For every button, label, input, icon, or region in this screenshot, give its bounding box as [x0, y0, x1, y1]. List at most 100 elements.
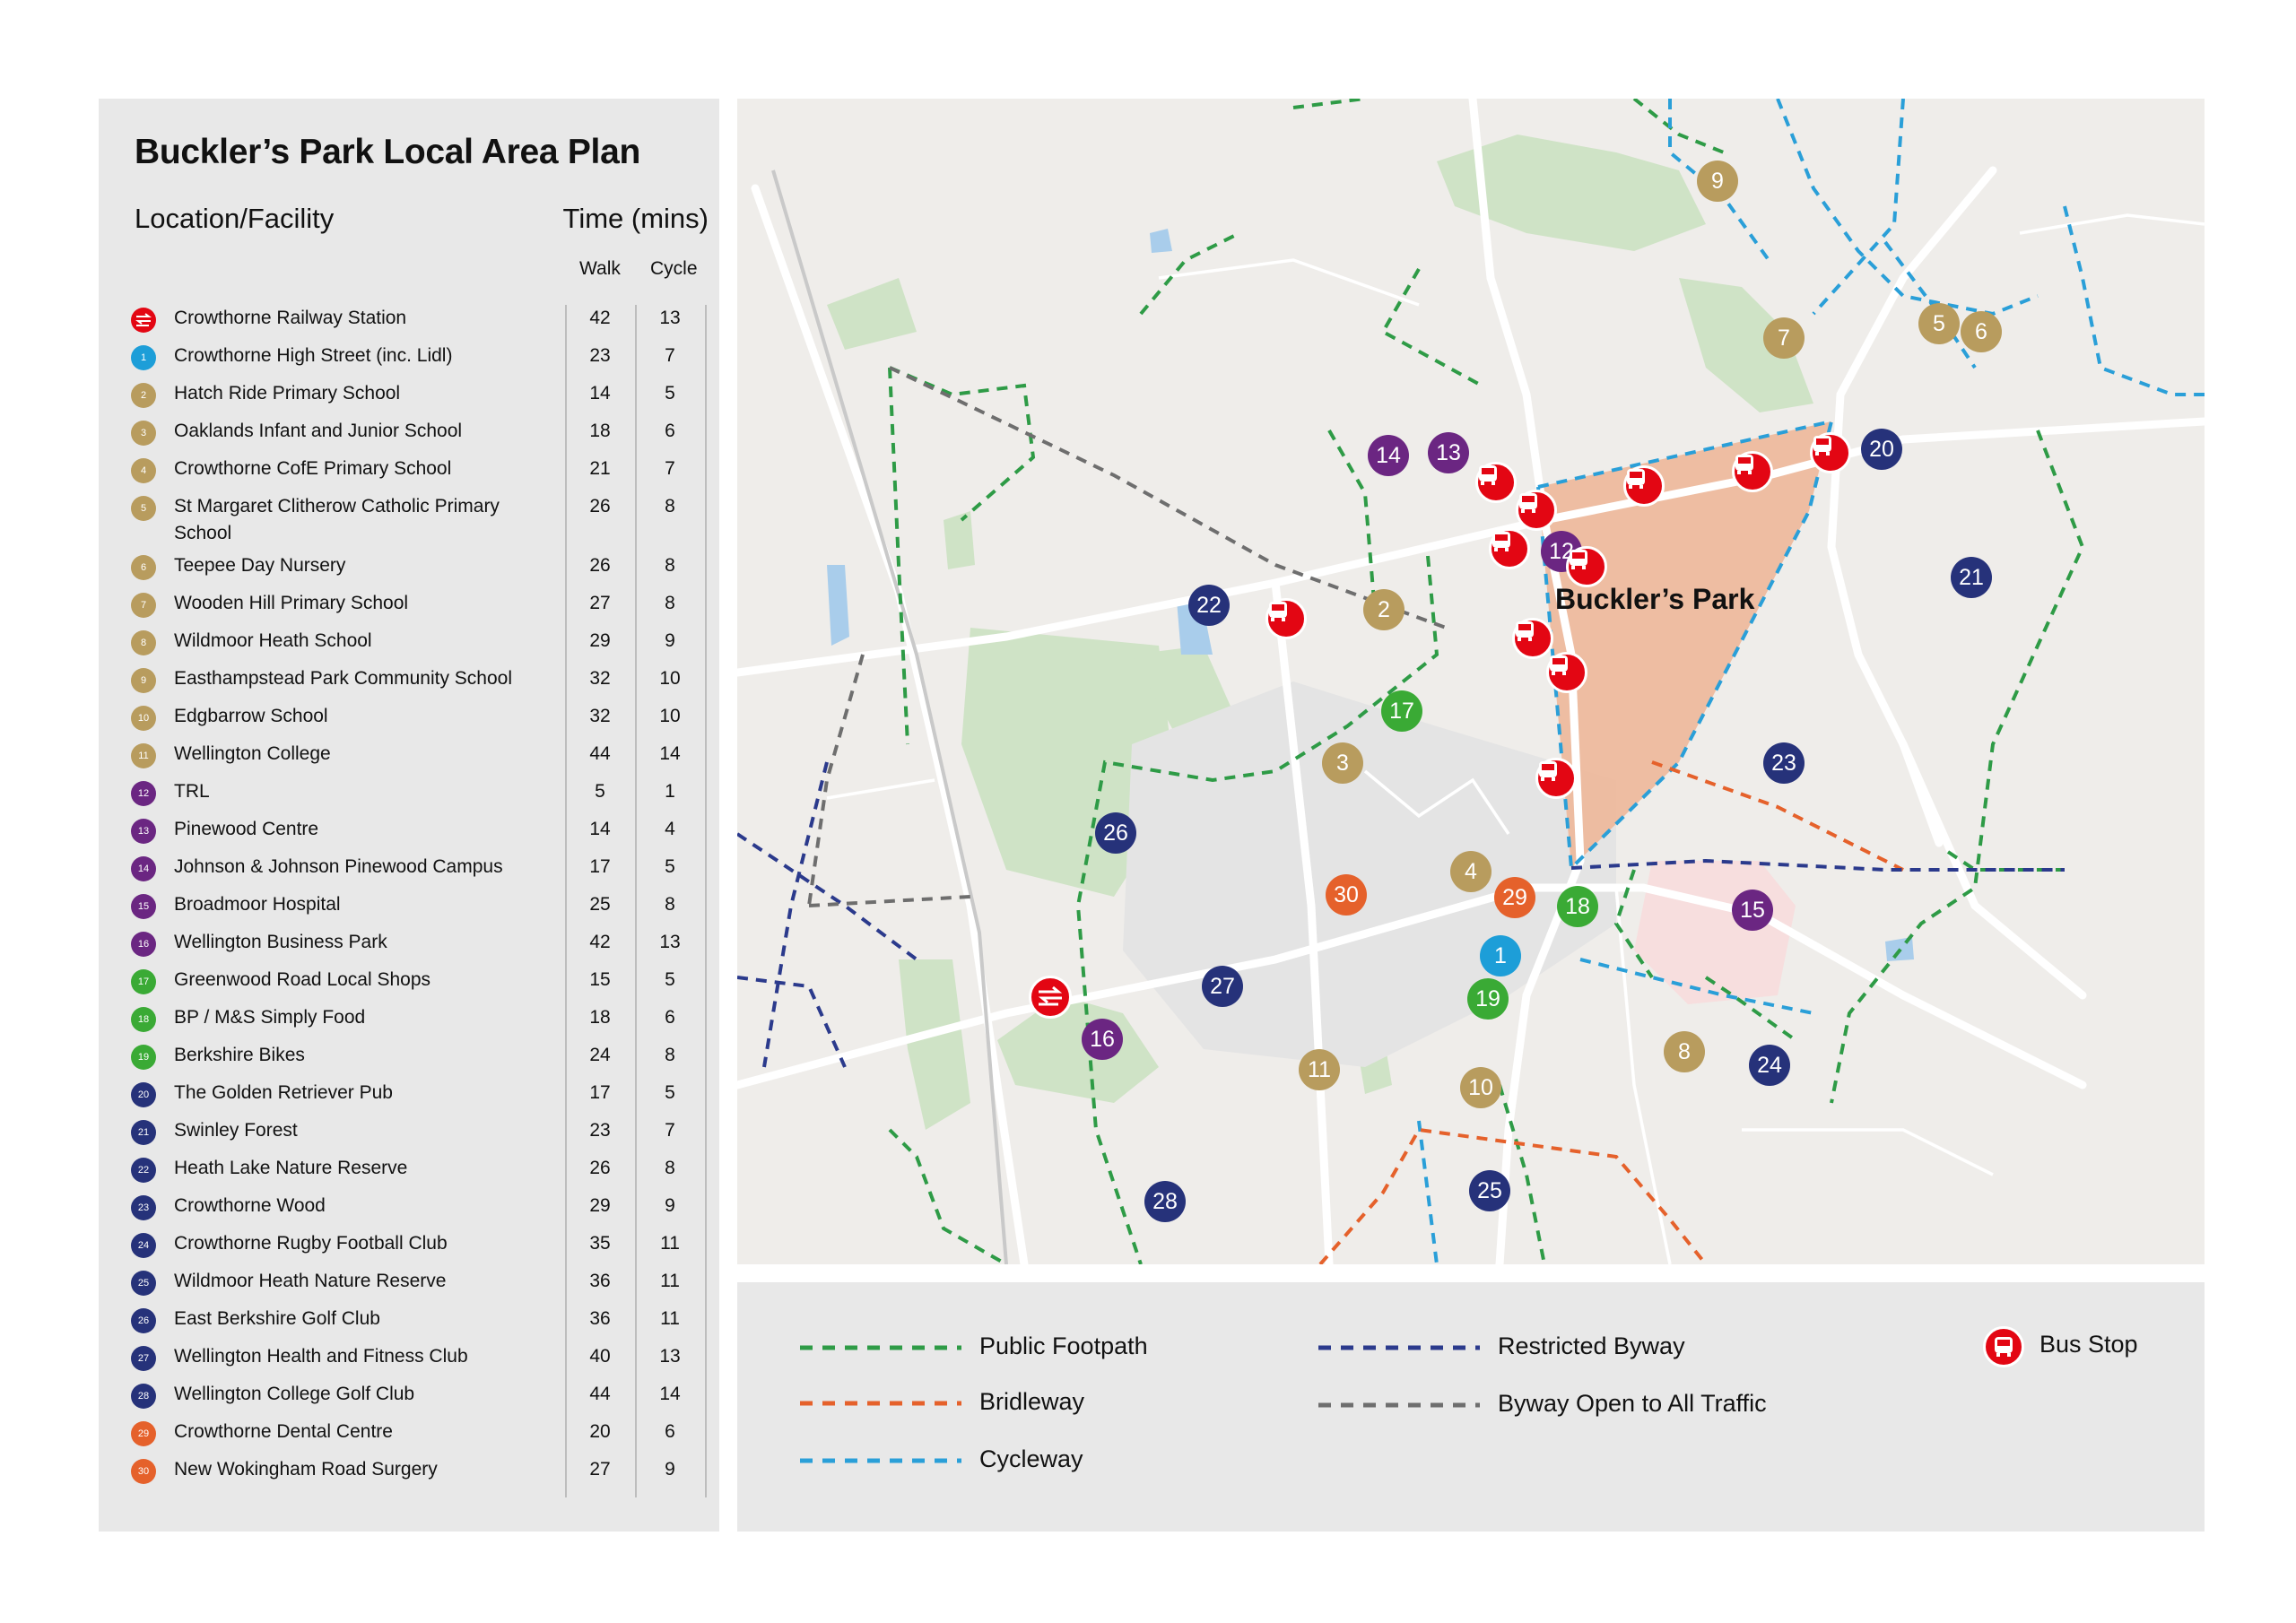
facility-marker[interactable]: 11	[1299, 1049, 1340, 1090]
facility-marker[interactable]: 3	[1322, 742, 1363, 784]
facility-badge: 1	[131, 345, 156, 370]
legend-cycleway-label: Cycleway	[979, 1445, 1083, 1472]
facility-badge: 13	[131, 819, 156, 844]
facility-marker[interactable]: 14	[1368, 435, 1409, 476]
walk-time: 20	[589, 1421, 611, 1442]
bus-icon[interactable]	[1265, 598, 1307, 639]
facility-name: Wellington Business Park	[174, 932, 387, 952]
facility-badge: 22	[131, 1158, 156, 1183]
cycle-time: 5	[665, 856, 675, 877]
facility-badge: 20	[131, 1082, 156, 1107]
facility-badge: 7	[131, 593, 156, 618]
bus-icon[interactable]	[1623, 465, 1665, 507]
green-area	[1437, 135, 1706, 251]
facility-marker[interactable]: 13	[1428, 432, 1469, 473]
walk-time: 32	[589, 668, 611, 689]
facility-badge: 30	[131, 1459, 156, 1484]
cycle-time: 7	[665, 1120, 675, 1141]
facility-panel: Buckler’s Park Local Area Plan Location/…	[99, 99, 719, 1532]
cycle-column-header: Cycle	[650, 258, 698, 279]
facility-marker[interactable]: 15	[1732, 890, 1773, 931]
facility-marker[interactable]: 24	[1749, 1045, 1790, 1086]
bus-icon[interactable]	[1732, 451, 1773, 492]
cycle-time: 13	[659, 932, 681, 952]
bus-icon[interactable]	[1810, 432, 1851, 473]
cycle-time: 8	[665, 1158, 675, 1178]
facility-marker[interactable]: 26	[1095, 812, 1136, 854]
facility-marker[interactable]: 25	[1469, 1170, 1510, 1211]
walk-time: 26	[589, 496, 611, 516]
facility-marker[interactable]: 6	[1961, 311, 2002, 352]
bridleway-routes	[1318, 760, 1904, 1264]
facility-name: New Wokingham Road Surgery	[174, 1459, 438, 1480]
facility-marker[interactable]: 7	[1763, 317, 1805, 359]
walk-time: 15	[589, 969, 611, 990]
legend-bridleway-label: Bridleway	[979, 1388, 1085, 1415]
facility-name: Edgbarrow School	[174, 706, 328, 726]
boat-line-icon	[1318, 1402, 1480, 1408]
bus-icon[interactable]	[1535, 758, 1577, 799]
facility-name: Oaklands Infant and Junior School	[174, 421, 463, 441]
green-area	[944, 511, 975, 569]
facility-marker[interactable]: 19	[1467, 978, 1509, 1020]
facility-marker[interactable]: 16	[1082, 1019, 1123, 1060]
facility-name: Hatch Ride Primary School	[174, 383, 401, 404]
bus-icon[interactable]	[1475, 462, 1517, 503]
bus-icon[interactable]	[1512, 618, 1553, 659]
green-area	[997, 995, 1159, 1103]
facility-name: Crowthorne High Street (inc. Lidl)	[174, 345, 453, 366]
facility-marker[interactable]: 21	[1951, 557, 1992, 598]
facility-marker[interactable]: 5	[1918, 303, 1960, 344]
facility-badge: 8	[131, 630, 156, 655]
facility-marker[interactable]: 28	[1144, 1181, 1186, 1222]
cycle-time: 10	[659, 706, 681, 726]
facility-marker[interactable]: 30	[1326, 874, 1367, 916]
cycle-time: 5	[665, 1082, 675, 1103]
walk-time: 36	[589, 1271, 611, 1291]
cycle-time: 5	[665, 969, 675, 990]
cycle-time: 8	[665, 593, 675, 613]
bus-icon	[1983, 1326, 2024, 1367]
facility-name: Heath Lake Nature Reserve	[174, 1158, 408, 1178]
walk-column-header: Walk	[579, 258, 621, 279]
bus-icon[interactable]	[1489, 528, 1530, 569]
walk-time: 35	[589, 1233, 611, 1254]
facility-badge: 14	[131, 856, 156, 881]
facility-marker[interactable]: 22	[1188, 585, 1230, 626]
facility-marker[interactable]: 20	[1861, 429, 1902, 470]
area-map[interactable]: Buckler’s Park 9 7 5 6 14 13 20 12 21 22 2 17 3 23 26 4…	[737, 99, 2205, 1264]
facility-badge: 2	[131, 383, 156, 408]
facility-marker[interactable]: 2	[1363, 589, 1405, 630]
cycle-time: 9	[665, 1195, 675, 1216]
facility-badge: 17	[131, 969, 156, 994]
restricted-byway-line-icon	[1318, 1345, 1480, 1350]
facility-marker[interactable]: 18	[1557, 886, 1598, 927]
facility-name: Wellington College	[174, 743, 331, 764]
walk-time: 17	[589, 856, 611, 877]
rail-icon[interactable]	[1029, 976, 1072, 1019]
facility-marker[interactable]: 4	[1450, 851, 1492, 892]
bucklers-park-label: Buckler’s Park	[1555, 583, 1755, 615]
facility-badge: 5	[131, 496, 156, 521]
facility-marker[interactable]: 8	[1664, 1031, 1705, 1072]
railway-line	[771, 169, 1008, 1264]
bus-icon[interactable]	[1516, 490, 1557, 531]
facility-marker[interactable]: 29	[1494, 877, 1535, 918]
walk-time: 42	[589, 308, 611, 328]
facility-badge: 21	[131, 1120, 156, 1145]
facility-marker[interactable]: 17	[1381, 690, 1422, 732]
walk-time: 27	[589, 593, 611, 613]
facility-marker[interactable]: 9	[1697, 161, 1738, 202]
cycle-time: 8	[665, 1045, 675, 1065]
cycle-time: 14	[659, 1384, 681, 1404]
bus-icon[interactable]	[1546, 652, 1587, 693]
cycle-time: 9	[665, 630, 675, 651]
facility-marker[interactable]: 10	[1460, 1067, 1501, 1108]
facility-marker[interactable]: 27	[1202, 966, 1243, 1007]
facility-badge: 28	[131, 1384, 156, 1409]
bus-icon[interactable]	[1566, 546, 1607, 587]
facility-marker[interactable]: 1	[1480, 935, 1521, 976]
facility-marker[interactable]: 23	[1763, 742, 1805, 784]
water	[827, 229, 1914, 961]
facility-name: Crowthorne Dental Centre	[174, 1421, 393, 1442]
